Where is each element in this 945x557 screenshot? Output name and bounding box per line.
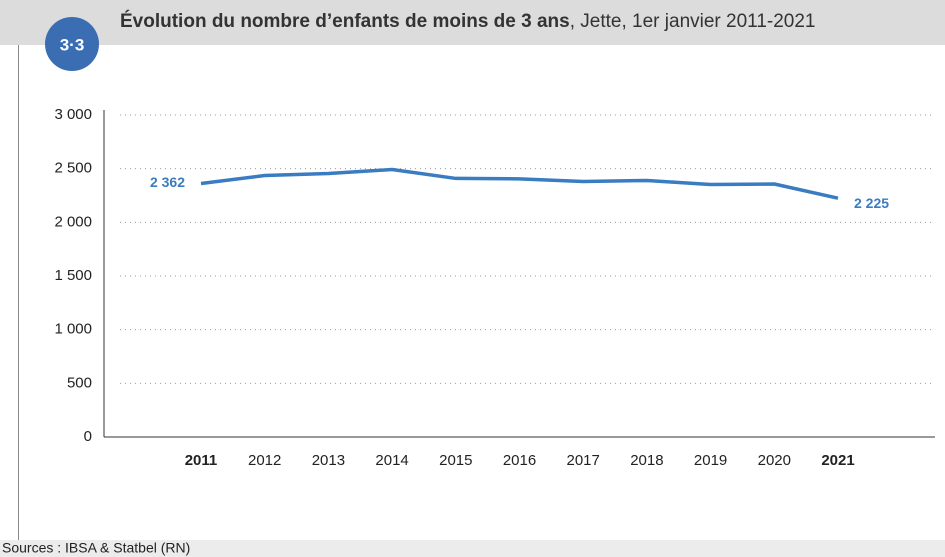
y-tick-label: 1 000: [54, 321, 92, 338]
badge-circle: [45, 17, 99, 71]
y-tick-label: 0: [84, 428, 92, 445]
y-tick-label: 500: [67, 374, 92, 391]
x-tick-label: 2017: [567, 452, 600, 469]
source: Sources : IBSA & Statbel (RN): [2, 540, 190, 556]
footer-band: [0, 540, 945, 557]
title-rest: , Jette, 1er janvier 2011-2021: [570, 11, 816, 32]
series-line: [200, 167, 839, 200]
title-bold: Évolution du nombre d’enfants de moins d…: [120, 10, 570, 32]
x-tick-label: 2014: [375, 452, 408, 469]
y-tick-label: 3 000: [54, 106, 92, 123]
x-tick-label: 2021: [821, 452, 854, 469]
y-tick-label: 1 500: [54, 267, 92, 284]
value-label: 2 362: [150, 174, 185, 190]
x-tick-label: 2012: [248, 452, 281, 469]
x-tick-label: 2019: [694, 452, 727, 469]
x-tick-label: 2011: [185, 452, 218, 469]
chart-title: Évolution du nombre d’enfants de moins d…: [120, 10, 815, 32]
y-tick-label: 2 000: [54, 213, 92, 230]
x-tick-label: 2013: [312, 452, 345, 469]
x-tick-label: 2015: [439, 452, 472, 469]
x-tick-label: 2020: [758, 452, 791, 469]
header-band: [0, 0, 945, 45]
y-tick-label: 2 500: [54, 160, 92, 177]
value-label: 2 225: [854, 195, 889, 211]
x-tick-label: 2018: [630, 452, 663, 469]
x-tick-label: 2016: [503, 452, 536, 469]
badge: 3·3: [60, 35, 85, 54]
